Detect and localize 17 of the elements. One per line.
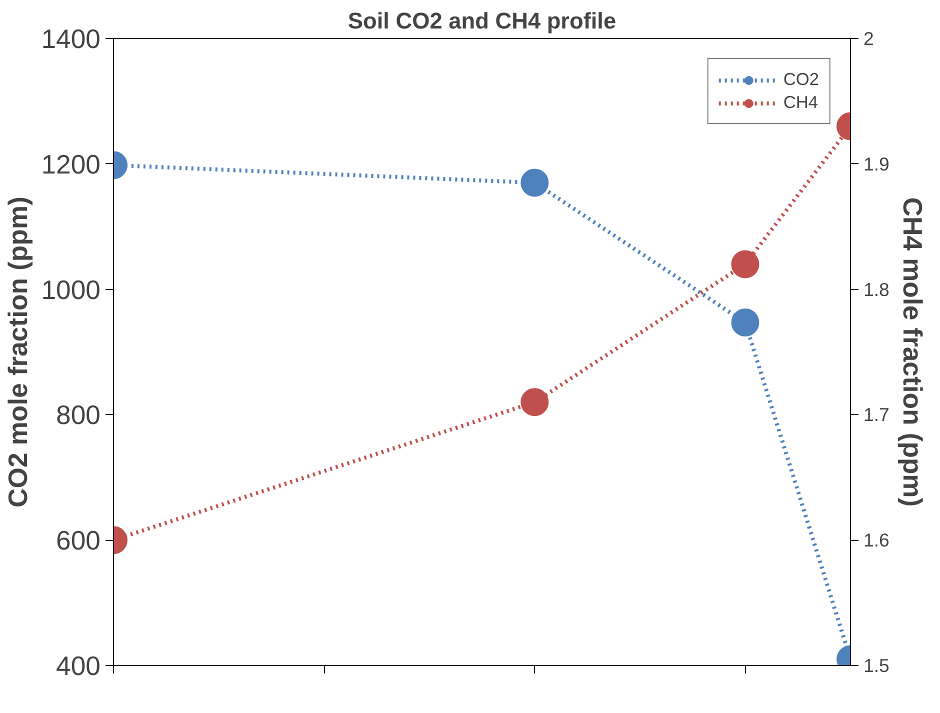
y2-tick-label: 1.5 (864, 655, 890, 676)
y2-axis-title: CH4 mole fraction (ppm) (897, 197, 928, 507)
y2-tick-label: 1.8 (864, 278, 890, 300)
legend-label: CH4 (783, 92, 818, 113)
y-tick-label: 600 (56, 526, 101, 556)
y2-tick-label: 1.7 (864, 404, 890, 426)
y-tick-label: 1200 (41, 149, 101, 180)
y2-tick-label: 1.6 (864, 530, 890, 551)
y-tick-label: 1000 (41, 274, 101, 305)
legend-label: CO2 (783, 69, 819, 90)
y-tick-label: 400 (56, 651, 101, 681)
chart-title: Soil CO2 and CH4 profile (348, 8, 616, 34)
y2-tick-label: 2 (864, 28, 874, 49)
y-tick-label: 1400 (41, 24, 101, 54)
y2-tick-label: 1.9 (864, 153, 890, 174)
y-axis-title: CO2 mole fraction (ppm) (3, 196, 34, 508)
y-tick-label: 800 (56, 400, 101, 430)
